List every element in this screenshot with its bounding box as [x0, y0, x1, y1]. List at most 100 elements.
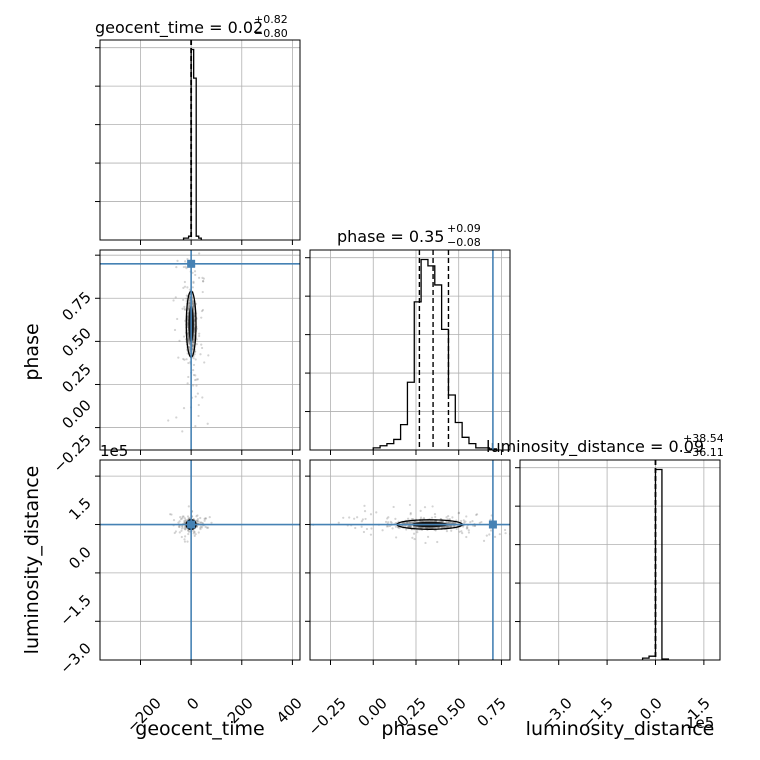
histogram-bar [435, 285, 442, 450]
scatter-lum-phase-panel [284, 459, 541, 665]
sample-point [449, 525, 452, 528]
sample-point [210, 521, 213, 524]
sample-point [185, 266, 188, 270]
sample-point [405, 521, 408, 524]
sample-point [193, 315, 196, 318]
truth-marker [187, 520, 196, 529]
sample-point [170, 513, 173, 516]
sample-point [184, 518, 187, 521]
sample-point [419, 526, 422, 529]
sample-point [370, 527, 373, 530]
sample-point [410, 521, 414, 524]
sample-point [184, 308, 187, 311]
sample-point [488, 533, 491, 536]
sample-point [196, 517, 200, 521]
sample-point [461, 532, 464, 535]
title-geocent: geocent_time = 0.02 +0.82 −0.80 [95, 13, 288, 40]
sample-point [208, 516, 211, 519]
sample-point [460, 530, 463, 533]
sample-point [199, 521, 202, 524]
sample-point [192, 308, 195, 311]
sample-point [196, 519, 199, 522]
sample-point [188, 343, 191, 346]
sample-point [173, 328, 177, 332]
sample-point [498, 533, 501, 536]
axes-frame [99, 459, 301, 661]
sample-point [284, 531, 286, 533]
sample-point [181, 229, 183, 231]
sample-point [398, 526, 401, 530]
sample-point [182, 357, 185, 361]
sample-point [192, 384, 195, 387]
ytick-label: 1.5 [65, 494, 95, 524]
sample-point [364, 517, 367, 521]
axes-frame [309, 459, 511, 661]
sample-point [447, 521, 450, 525]
sample-point [183, 540, 187, 543]
histogram-bar [196, 236, 199, 240]
sample-point [206, 526, 210, 529]
sample-point [420, 526, 423, 529]
sample-point [465, 515, 468, 518]
sample-point [453, 524, 456, 528]
sample-point [191, 349, 194, 352]
sample-point [203, 517, 206, 520]
sample-point [181, 430, 184, 433]
sample-point [449, 521, 453, 524]
sample-point [198, 276, 201, 279]
sample-point [188, 193, 190, 195]
sample-point [363, 510, 367, 513]
sample-point [193, 328, 196, 332]
sample-point [430, 526, 433, 530]
histogram-bar [448, 395, 455, 450]
sample-point [179, 517, 183, 521]
sample-point [450, 529, 453, 532]
sample-point [445, 516, 448, 519]
sample-point [539, 516, 541, 518]
sample-point [196, 514, 199, 517]
sample-point [192, 341, 195, 344]
sample-point [184, 260, 187, 263]
sample-point [175, 416, 178, 419]
sample-point [202, 277, 205, 280]
histogram-bar [401, 425, 408, 450]
sample-point [193, 315, 196, 318]
sample-point [192, 333, 196, 336]
histogram-bar [394, 439, 401, 450]
sample-point [191, 345, 195, 349]
ylabel-phase: phase [21, 323, 43, 380]
sample-point [178, 525, 181, 529]
sample-point [408, 521, 411, 524]
sample-point [186, 334, 190, 337]
sample-point [489, 529, 493, 532]
sample-point [395, 536, 398, 539]
sample-point [192, 303, 195, 306]
sample-point [186, 257, 189, 261]
sample-point [187, 529, 190, 532]
sample-point [180, 529, 183, 532]
sample-point [446, 525, 449, 529]
sample-point [198, 332, 201, 335]
sample-point [192, 530, 196, 533]
sample-point [194, 425, 197, 428]
sample-point [388, 524, 392, 528]
sample-point [452, 521, 455, 525]
sample-point [363, 504, 366, 507]
sample-point [187, 341, 190, 344]
sample-point [392, 505, 395, 509]
sample-point [204, 517, 207, 520]
histogram-bar [469, 444, 476, 450]
sample-point [178, 531, 181, 534]
axes-frame [309, 249, 511, 451]
sample-point [381, 529, 384, 532]
sample-point [186, 321, 189, 324]
sample-point [187, 339, 190, 343]
sample-point [192, 304, 195, 307]
sample-point [184, 527, 187, 531]
sample-point [475, 513, 478, 517]
sample-point [489, 518, 492, 521]
sample-point [186, 318, 189, 322]
sample-point [409, 522, 412, 525]
sample-point [191, 271, 194, 274]
sample-point [188, 299, 191, 302]
